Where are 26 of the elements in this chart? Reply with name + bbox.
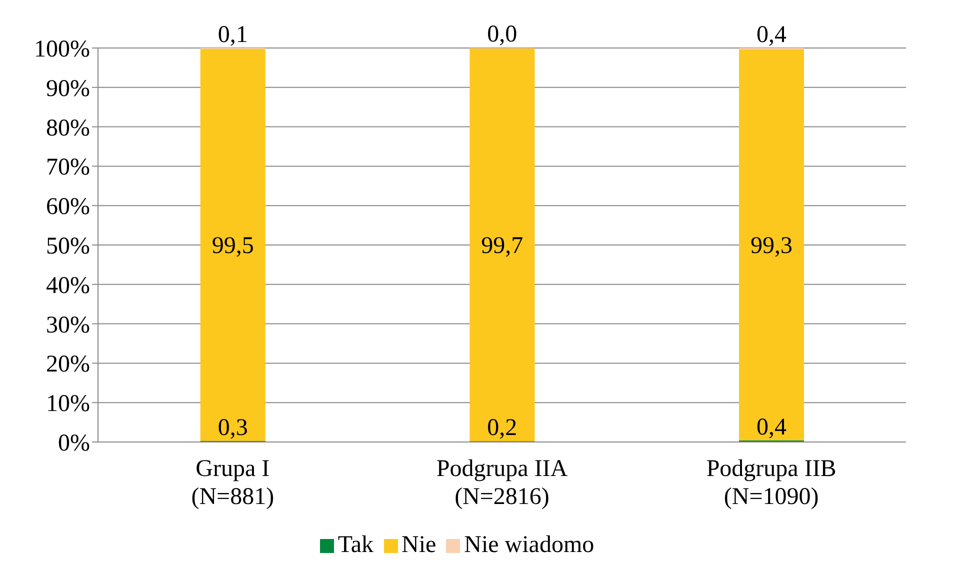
y-tick-label: 90%: [46, 76, 90, 102]
x-tick-label: Podgrupa IIB (N=1090): [706, 456, 836, 510]
data-label: 0,2: [487, 415, 518, 441]
legend-label: Tak: [338, 532, 374, 558]
y-tick-label: 60%: [46, 194, 90, 220]
data-label: 0,0: [487, 21, 518, 48]
y-tick-label: 40%: [46, 272, 90, 299]
legend-label: Nie: [402, 532, 436, 558]
x-tick-label: Grupa I (N=881): [191, 456, 274, 510]
y-tick-label: 20%: [46, 352, 90, 378]
data-label: 0,3: [218, 414, 248, 441]
legend-label: Nie wiadomo: [464, 532, 594, 558]
data-label: 0,4: [756, 414, 787, 440]
y-tick-label: 100%: [34, 36, 90, 63]
y-tick-label: 30%: [46, 312, 90, 338]
y-tick-label: 10%: [46, 391, 90, 418]
data-label: 0,1: [218, 22, 248, 48]
y-tick-label: 50%: [46, 234, 90, 260]
data-label: 99,5: [212, 232, 254, 259]
y-tick-label: 70%: [46, 154, 90, 181]
data-label: 0,4: [756, 22, 787, 48]
data-label: 99,3: [750, 232, 793, 259]
y-tick-label: 80%: [46, 115, 90, 142]
data-label: 99,7: [481, 232, 524, 259]
x-tick-label: Podgrupa IIA (N=2816): [436, 456, 568, 510]
y-tick-label: 0%: [58, 430, 90, 457]
